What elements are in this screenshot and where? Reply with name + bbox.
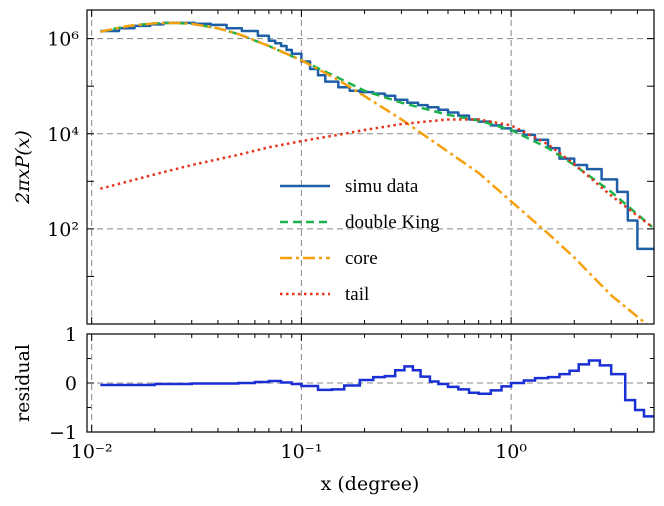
residual-y-tick-label: −1 [49,422,77,444]
residual-y-tick-label: 0 [65,373,77,395]
main-ticks: 10² 10⁴ 10⁶ [47,10,654,325]
residual-ticks: 1 0 −110⁻² 10⁻¹ 10⁰ [49,324,654,463]
series-double-king [100,21,653,228]
x-tick-label: 10⁻² [71,441,113,463]
legend-label-tail: tail [345,284,369,305]
legend-label-simu-data: simu data [345,176,419,197]
series-tail [100,118,653,228]
series-core [100,21,649,324]
x-axis-label: x (degree) [321,473,420,495]
main-y-tick-label: 10⁶ [47,29,79,51]
legend-label-core: core [345,248,378,269]
main-y-axis-label: 2πxP(x) [12,130,34,205]
series-simu-data [100,21,654,251]
main-gridlines [87,10,654,324]
main-plot-frame [86,9,655,325]
x-tick-label: 10⁻¹ [280,441,322,463]
legend-label-double-king: double King [345,212,440,233]
main-series-group [100,21,654,324]
residual-y-tick-label: 1 [65,324,77,346]
main-y-tick-label: 10² [47,219,79,241]
series-residual [100,359,654,418]
main-y-tick-label: 10⁴ [47,124,79,146]
legend: simu data double King core tail [280,176,440,305]
x-tick-label: 10⁰ [495,441,527,463]
residual-series-group [100,359,654,418]
residual-y-axis-label: residual [12,344,34,422]
